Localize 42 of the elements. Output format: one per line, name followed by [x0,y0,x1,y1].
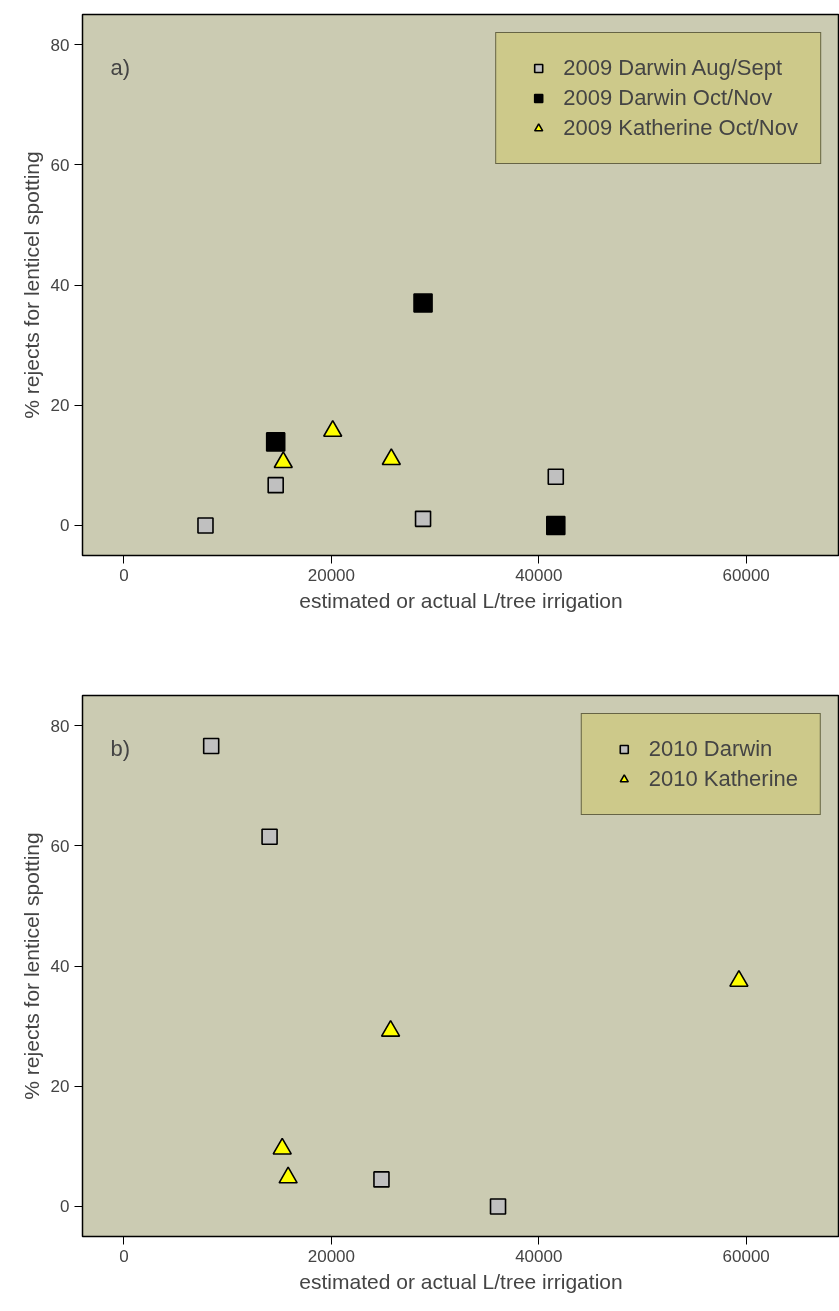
point [729,969,749,988]
y-tick-label: 0 [60,516,70,536]
point [414,510,432,528]
point [267,476,284,494]
y-tick-label: 0 [60,1197,70,1217]
point [261,828,278,846]
legend-label: 2010 Darwin [648,736,773,762]
point [413,293,433,313]
y-tick-label: 40 [50,276,70,295]
y-tick-label: 60 [50,836,70,856]
point [265,432,286,452]
y-tick-label: 80 [50,35,70,55]
y-axis-title: % rejects for lenticel spotting [19,832,43,1100]
x-tick-label: 60000 [722,1246,770,1266]
legend-label: 2009 Darwin Oct/Nov [563,85,773,111]
x-tick-label: 20000 [307,565,356,585]
x-tick-label: 40000 [515,1246,563,1266]
point [197,517,214,534]
y-tick-label: 60 [50,155,70,175]
x-axis-title: estimated or actual L/tree irrigation [299,588,623,612]
x-tick-label: 40000 [515,565,563,585]
point [272,1137,293,1155]
legend-label: 2009 Darwin Aug/Sept [563,55,783,81]
annotation: b) [110,735,131,761]
point [380,1019,401,1037]
y-axis-title: % rejects for lenticel spotting [19,151,43,419]
point [202,737,220,755]
x-tick-label: 60000 [722,565,770,585]
point [278,1166,298,1184]
annotation: a) [110,54,131,80]
point [547,468,565,486]
legend-label: 2010 Katherine [648,766,798,792]
y-tick-label: 40 [50,957,70,976]
point [545,515,566,536]
x-axis-title: estimated or actual L/tree irrigation [299,1269,623,1293]
y-tick-label: 80 [50,716,70,736]
y-tick-label: 20 [50,396,70,416]
x-tick-label: 20000 [307,1246,356,1266]
legend-label: 2009 Katherine Oct/Nov [563,115,798,141]
y-tick-label: 20 [50,1077,70,1097]
x-tick-label: 0 [119,565,129,585]
x-tick-label: 0 [119,1246,129,1266]
